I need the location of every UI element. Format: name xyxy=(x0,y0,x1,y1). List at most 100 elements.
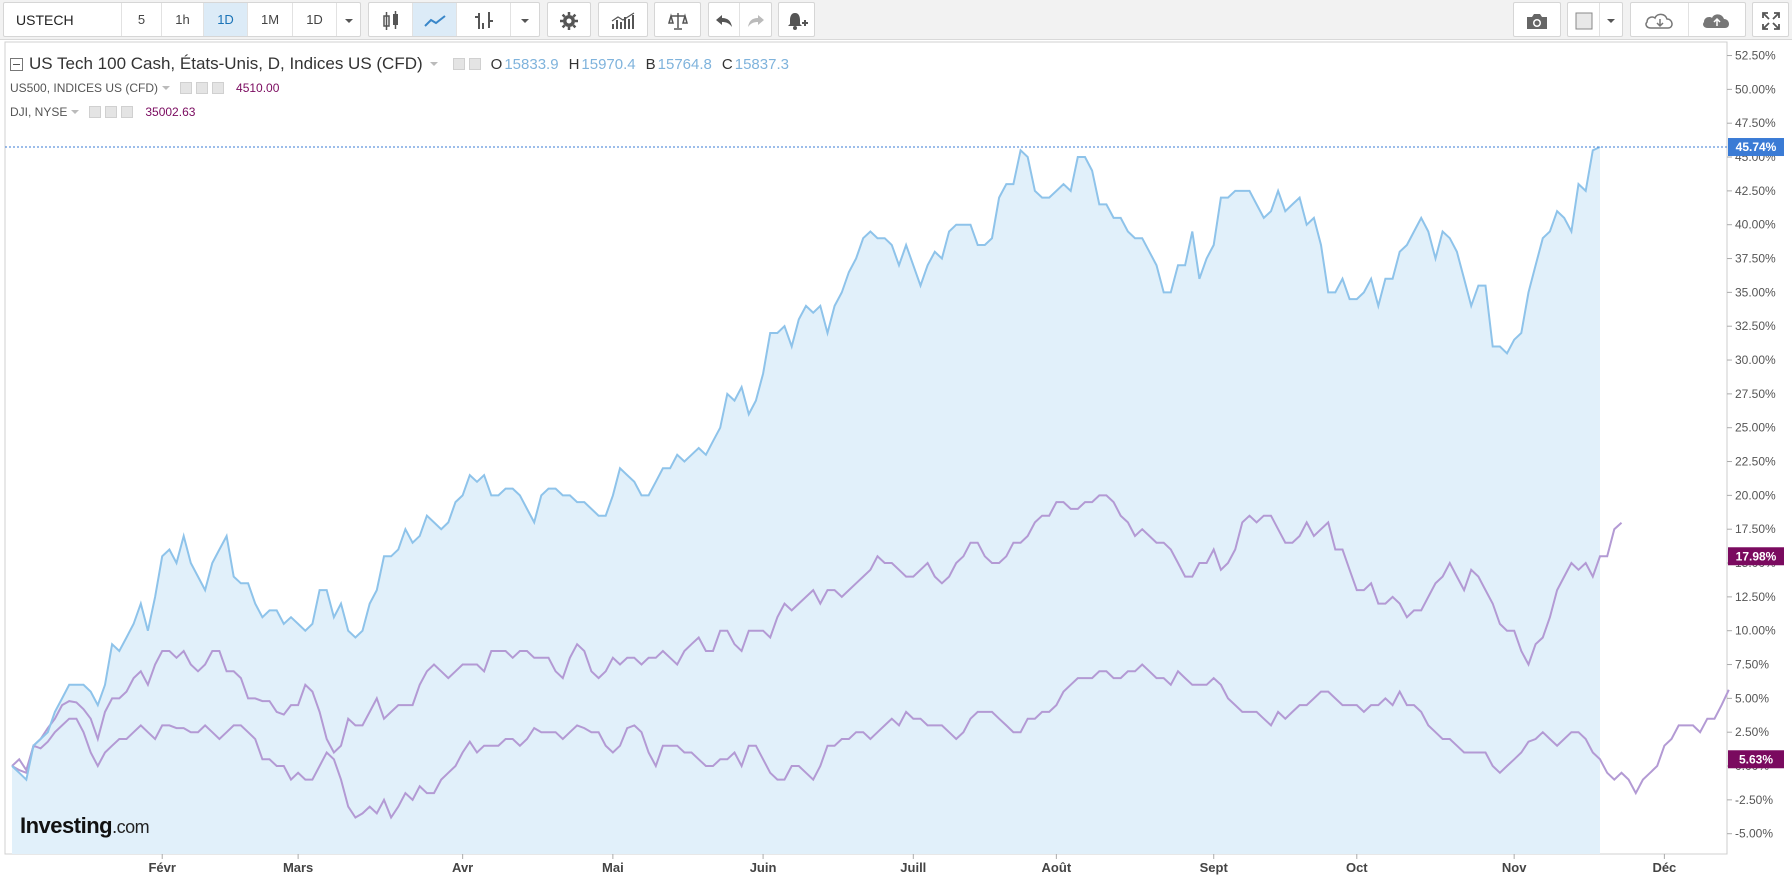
color-dropdown[interactable] xyxy=(1600,3,1622,36)
alert-button[interactable] xyxy=(779,3,814,36)
last-value-label: 5.63% xyxy=(1739,752,1773,766)
y-tick-label: 22.50% xyxy=(1735,455,1776,469)
y-tick-label: 20.00% xyxy=(1735,488,1776,502)
hide-icon[interactable] xyxy=(180,82,193,94)
logo-brand: Investing xyxy=(20,813,113,838)
fullscreen-button[interactable] xyxy=(1753,3,1788,36)
legend-series-3: DJI, NYSE 35002.63 xyxy=(10,105,195,119)
settings-group xyxy=(547,2,591,37)
interval-5-button[interactable]: 5 xyxy=(122,3,162,36)
legend-main: US Tech 100 Cash, États-Unis, D, Indices… xyxy=(10,54,789,74)
y-tick-label: 2.50% xyxy=(1735,725,1769,739)
x-tick-label: Mai xyxy=(602,860,624,875)
legend-s3-value: 35002.63 xyxy=(145,105,196,119)
settings-icon[interactable] xyxy=(196,82,209,94)
cloud-download-button[interactable] xyxy=(1631,3,1689,36)
close-label: C xyxy=(721,55,733,73)
main-series-area xyxy=(12,147,1600,854)
settings-button[interactable] xyxy=(548,3,590,36)
line-chart-icon xyxy=(423,14,446,27)
y-tick-label: 40.00% xyxy=(1735,218,1776,232)
chevron-down-icon xyxy=(345,18,353,23)
compare-button[interactable] xyxy=(655,3,700,36)
screenshot-button[interactable] xyxy=(1514,3,1560,36)
undo-icon xyxy=(716,14,732,27)
x-tick-label: Sept xyxy=(1200,860,1229,875)
line-chart-button[interactable] xyxy=(413,3,457,36)
compare-icon xyxy=(667,12,688,30)
legend-series-2: US500, INDICES US (CFD) 4510.00 xyxy=(10,81,279,95)
settings-icon[interactable] xyxy=(468,58,481,70)
open-value: 15833.9 xyxy=(504,55,559,73)
low-value: 15764.8 xyxy=(657,55,712,73)
close-icon[interactable] xyxy=(212,82,225,94)
y-tick-label: 25.00% xyxy=(1735,421,1776,435)
collapse-icon[interactable] xyxy=(10,57,23,71)
redo-icon xyxy=(747,14,764,27)
legend-s2-value: 4510.00 xyxy=(236,81,280,95)
interval-dropdown[interactable] xyxy=(337,3,361,36)
bar-style-icon xyxy=(474,11,493,29)
close-icon[interactable] xyxy=(121,106,134,118)
symbol-search-input[interactable] xyxy=(4,3,122,36)
x-tick-label: Févr xyxy=(148,860,175,875)
high-label: H xyxy=(568,55,580,73)
interval-1m-button[interactable]: 1M xyxy=(248,3,293,36)
y-tick-label: -5.00% xyxy=(1735,827,1773,841)
y-tick-label: 7.50% xyxy=(1735,658,1769,672)
y-tick-label: 10.00% xyxy=(1735,624,1776,638)
x-tick-label: Déc xyxy=(1652,860,1676,875)
chevron-down-icon xyxy=(1607,18,1615,23)
x-tick-label: Juill xyxy=(900,860,926,875)
chart-style-dropdown[interactable] xyxy=(511,3,539,36)
interval-1h-button[interactable]: 1h xyxy=(162,3,204,36)
chart-style-group xyxy=(368,2,540,37)
cloud-upload-button[interactable] xyxy=(1689,3,1745,36)
redo-button[interactable] xyxy=(740,3,771,36)
fullscreen-group xyxy=(1752,2,1789,37)
low-label: B xyxy=(645,55,656,73)
us500-series-line xyxy=(11,494,1623,775)
last-value-badge xyxy=(1728,138,1784,157)
chevron-down-icon xyxy=(521,18,529,23)
toolbar: 5 1h 1D 1M 1D xyxy=(0,0,1792,40)
color-group xyxy=(1567,2,1623,37)
y-tick-label: 5.00% xyxy=(1735,691,1769,705)
last-value-badge xyxy=(1728,750,1784,769)
cloud-download-icon xyxy=(1644,13,1673,29)
chevron-down-icon[interactable] xyxy=(427,60,441,68)
candles-button[interactable] xyxy=(369,3,413,36)
fullscreen-icon xyxy=(1761,11,1780,30)
legend-s2-name: US500, INDICES US (CFD) xyxy=(10,81,159,95)
chevron-down-icon[interactable] xyxy=(69,108,81,116)
settings-icon[interactable] xyxy=(105,106,118,118)
legend-s3-name: DJI, NYSE xyxy=(10,105,68,119)
hide-icon[interactable] xyxy=(452,58,465,70)
interval-1d-button[interactable]: 1D xyxy=(204,3,248,36)
chevron-down-icon[interactable] xyxy=(160,84,172,92)
undo-button[interactable] xyxy=(709,3,740,36)
indicators-group xyxy=(598,2,648,37)
history-group xyxy=(708,2,772,37)
hide-icon[interactable] xyxy=(89,106,102,118)
camera-group xyxy=(1513,2,1561,37)
open-label: O xyxy=(490,55,503,73)
interval-group: 5 1h 1D 1M 1D xyxy=(3,2,361,37)
y-tick-label: 27.50% xyxy=(1735,387,1776,401)
x-tick-label: Oct xyxy=(1346,860,1368,875)
x-tick-label: Avr xyxy=(452,860,473,875)
x-tick-label: Juin xyxy=(750,860,777,875)
alert-group xyxy=(778,2,815,37)
logo-suffix: .com xyxy=(112,817,150,837)
x-tick-label: Août xyxy=(1042,860,1072,875)
indicators-button[interactable] xyxy=(599,3,647,36)
interval-custom-button[interactable]: 1D xyxy=(293,3,337,36)
y-tick-label: 42.50% xyxy=(1735,184,1776,198)
bar-style-button[interactable] xyxy=(457,3,511,36)
y-tick-label: 12.50% xyxy=(1735,590,1776,604)
x-tick-label: Nov xyxy=(1502,860,1527,875)
close-value: 15837.3 xyxy=(734,55,789,73)
y-tick-label: 47.50% xyxy=(1735,116,1776,130)
color-picker-button[interactable] xyxy=(1568,3,1600,36)
